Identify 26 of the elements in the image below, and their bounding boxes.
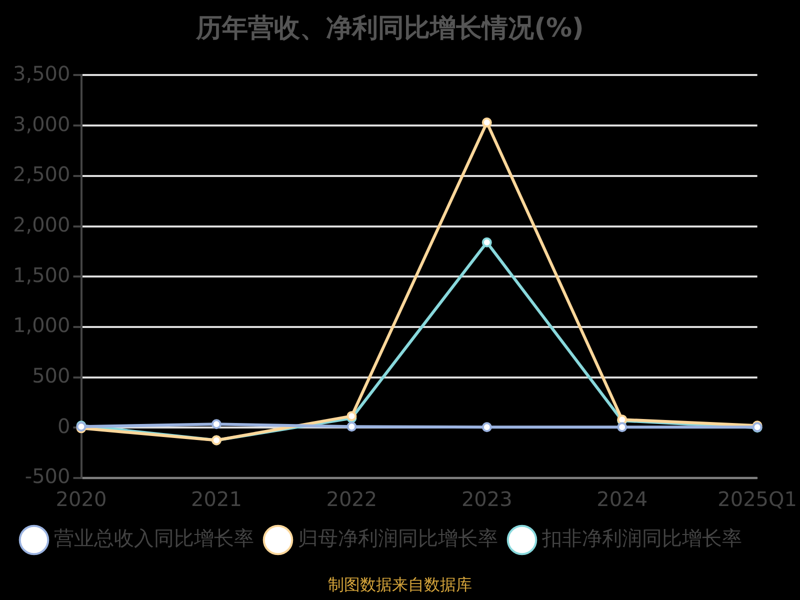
y-tick-label: 3,000 (12, 112, 70, 136)
y-tick-label: 2,500 (12, 162, 70, 186)
y-tick-label: 1,000 (12, 313, 70, 338)
text: 制图数据来自数据库 (327, 574, 473, 596)
point (482, 237, 492, 248)
y-tick-label: 2,000 (12, 212, 70, 236)
legend-label: 扣非净利润同比增长率 (541, 526, 742, 550)
y-tick-label: 500 (32, 364, 70, 388)
legend-label: 营业总收入同比增长率 (54, 526, 254, 550)
point (346, 422, 357, 432)
x-tick-label: 2024 (596, 487, 648, 512)
x-tick-label: 2021 (191, 487, 242, 512)
y-tick-label: 1,500 (12, 262, 70, 287)
x-tick-label: 2020 (56, 487, 107, 512)
x-tick-label: 2025Q1 (718, 487, 798, 512)
y-tick-label: -500 (24, 464, 70, 488)
x-tick-label: 2022 (326, 487, 378, 512)
y-tick-label: 3,500 (12, 61, 70, 86)
chart-title: 历年营收、净利同比增长情况(%) (195, 13, 584, 44)
point (617, 422, 628, 432)
x-tick-label: 2023 (461, 487, 512, 512)
point (211, 419, 222, 430)
point (482, 422, 492, 432)
legend-label: 归母净利润同比增长率 (298, 526, 498, 550)
point (482, 118, 492, 128)
y-tick-label: 0 (58, 414, 70, 438)
